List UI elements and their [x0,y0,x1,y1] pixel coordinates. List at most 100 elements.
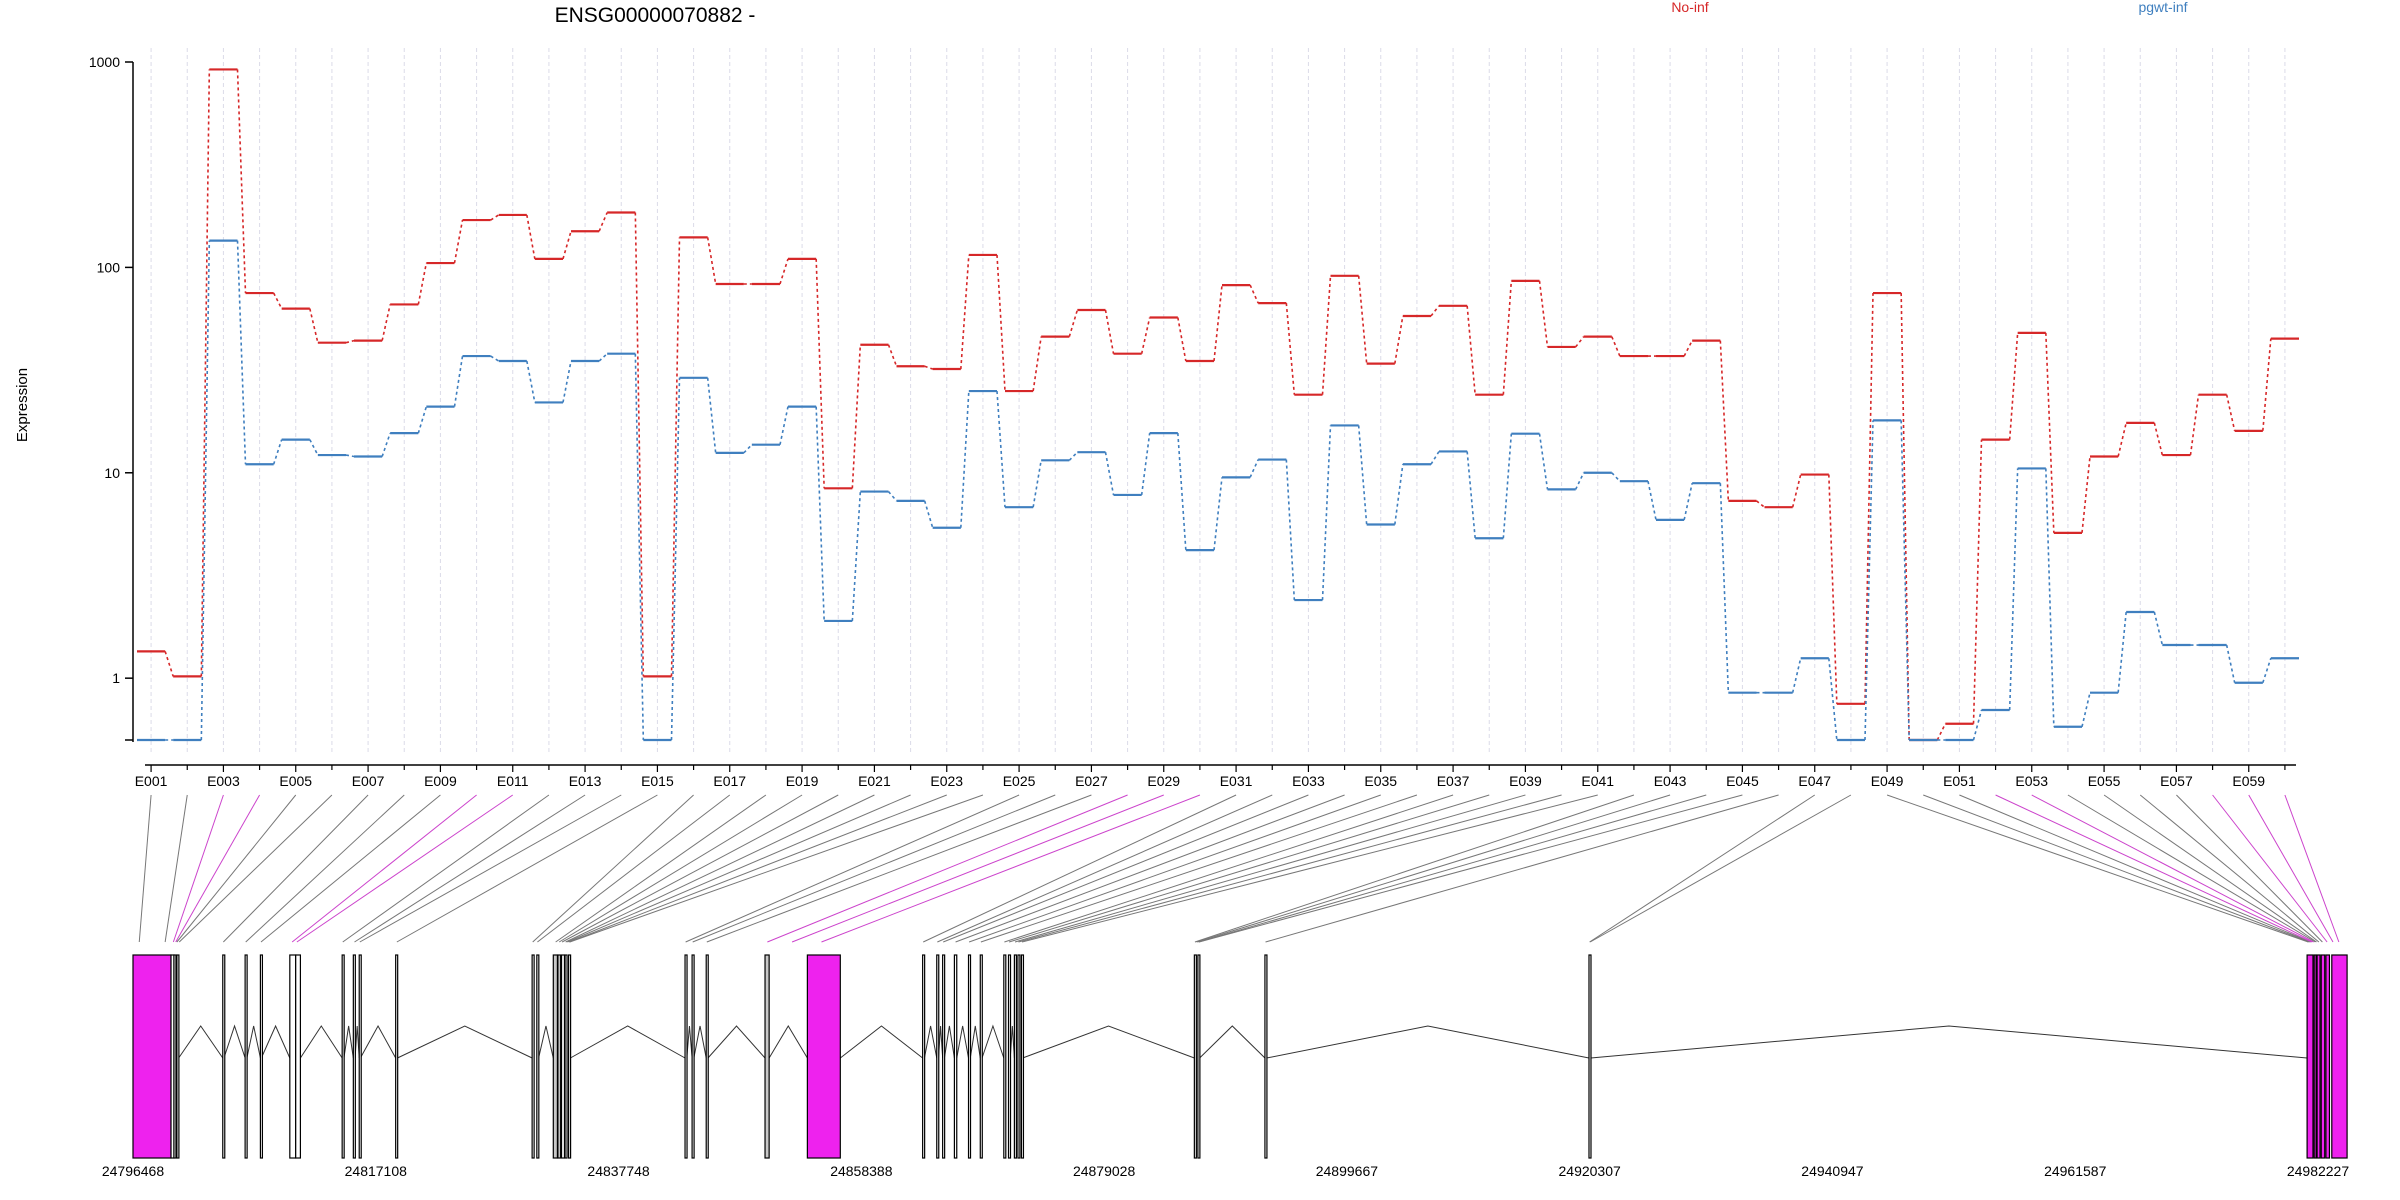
exon-link-e019 [558,794,803,943]
connector-pgwt-inf-e043 [1683,483,1693,521]
connector-pgwt-inf-e052 [2008,468,2019,711]
connector-no-inf-e008 [417,262,428,305]
intron-10 [343,1025,354,1059]
exon-box-34 [1013,954,1017,1159]
connector-no-inf-e039 [1538,280,1549,348]
connector-pgwt-inf-e006 [345,454,355,458]
series-no-inf [137,68,2299,742]
exon-link-e056 [2139,794,2320,943]
connector-no-inf-e033 [1321,275,1332,395]
x-tick-label-e023: E023 [930,773,963,789]
intron-39 [1266,1025,1590,1059]
exon-box-31 [979,954,983,1159]
connector-no-inf-e025 [1032,336,1042,392]
genome-coordinate-label: 24817108 [345,1163,408,1179]
connector-pgwt-inf-e046 [1791,658,1802,693]
connector-no-inf-e057 [2189,394,2200,456]
exon-link-e014 [359,794,622,943]
genome-coordinate-label: 24920307 [1559,1163,1622,1179]
exon-link-e018 [555,794,767,943]
x-tick-label-e051: E051 [1943,773,1976,789]
x-tick-label-e015: E015 [641,773,674,789]
x-tick-label-e005: E005 [279,773,312,789]
connector-no-inf-e035 [1394,315,1404,364]
connector-pgwt-inf-e051 [1972,709,1983,741]
connector-no-inf-e043 [1683,340,1693,357]
x-tick-label-e045: E045 [1726,773,1759,789]
connector-no-inf-e010 [490,214,500,221]
connector-no-inf-e045 [1756,500,1765,508]
connector-no-inf-e050 [1936,723,1947,741]
connector-no-inf-e049 [1900,293,1910,741]
y-tick-label-1000: 1000 [89,54,120,70]
connector-no-inf-e053 [2045,332,2055,533]
connector-pgwt-inf-e010 [490,355,500,362]
exon-link-e021 [565,794,875,943]
y-tick-label-100: 100 [97,259,121,275]
exon-link-e041 [1021,794,1598,943]
x-tick-label-e059: E059 [2232,773,2265,789]
intron-15 [538,1025,554,1059]
connector-pgwt-inf-e003 [236,240,247,465]
connector-no-inf-e020 [851,344,862,489]
connector-pgwt-inf-e034 [1357,425,1368,525]
connector-pgwt-inf-e019 [815,406,825,621]
exon-box-3 [173,954,177,1159]
connector-pgwt-inf-e002 [200,240,211,741]
x-tick-label-e037: E037 [1437,773,1470,789]
x-tick-label-e013: E013 [569,773,602,789]
connector-no-inf-e016 [706,237,717,285]
connector-pgwt-inf-e008 [417,406,428,434]
exon-link-e020 [561,794,839,943]
exon-link-e003 [172,794,224,943]
chart-title: ENSG00000070882 - [555,4,756,27]
connector-no-inf-e018 [779,258,789,285]
intron-36 [1022,1025,1195,1059]
connector-pgwt-inf-e012 [562,360,572,403]
x-tick-label-e047: E047 [1798,773,1831,789]
connector-no-inf-e051 [1972,439,1983,724]
exon-link-e047 [1589,794,1816,943]
connector-no-inf-e056 [2153,422,2164,456]
connector-no-inf-e048 [1864,293,1874,704]
connector-pgwt-inf-e011 [526,360,536,403]
connector-pgwt-inf-e015 [670,377,681,741]
connector-no-inf-e055 [2117,422,2127,457]
exon-box-17 [557,954,561,1159]
connector-pgwt-inf-e009 [453,355,464,407]
y-axis-label: Expression [14,368,31,442]
exon-link-e039 [1014,794,1526,943]
exon-box-7 [259,954,264,1159]
connector-no-inf-e031 [1249,284,1259,304]
connector-pgwt-inf-e047 [1828,658,1838,741]
connector-no-inf-e059 [2262,338,2272,431]
x-tick-label-e025: E025 [1003,773,1036,789]
connector-no-inf-e037 [1466,305,1476,395]
connector-pgwt-inf-e048 [1864,420,1874,741]
exon-link-e053 [2031,794,2314,943]
exon-box-21 [684,954,688,1159]
genome-coordinate-label: 24796468 [102,1163,165,1179]
exon-link-e023 [568,794,947,943]
exon-link-e012 [342,794,550,943]
connector-pgwt-inf-e022 [923,500,934,528]
exon-box-42 [2313,954,2317,1159]
exon-box-39 [1264,954,1268,1159]
y-tick-label-10: 10 [104,465,120,481]
connector-no-inf-e003 [236,69,247,294]
connector-no-inf-e034 [1357,275,1368,364]
connector-pgwt-inf-e058 [2225,644,2236,683]
exon-link-e051 [1959,794,2311,943]
x-tick-label-e055: E055 [2088,773,2121,789]
genome-coordinate-label: 24837748 [587,1163,650,1179]
exon-link-e017 [537,794,731,943]
x-tick-label-e049: E049 [1871,773,1904,789]
connector-no-inf-e023 [960,254,970,370]
x-tick-label-e033: E033 [1292,773,1325,789]
intron-40 [1590,1025,2308,1059]
connector-pgwt-inf-e059 [2262,658,2272,683]
exon-link-e026 [692,794,1056,943]
connector-pgwt-inf-e014 [634,353,645,741]
connector-pgwt-inf-e042 [1647,481,1657,521]
connector-no-inf-e047 [1828,474,1838,704]
